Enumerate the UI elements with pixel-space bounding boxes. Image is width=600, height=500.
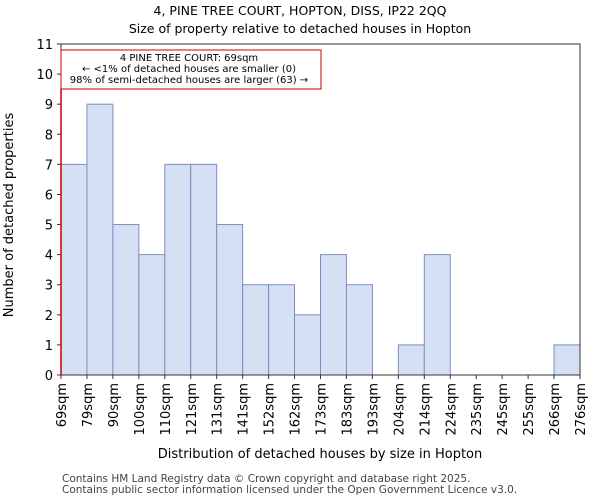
x-tick-label: 100sqm [133, 383, 148, 436]
annotation-box: 4 PINE TREE COURT: 69sqm ← <1% of detach… [60, 49, 322, 90]
annotation-line-2: ← <1% of detached houses are smaller (0) [82, 64, 296, 75]
footer-copyright: Contains HM Land Registry data © Crown c… [62, 473, 471, 485]
x-tick-label: 266sqm [548, 383, 563, 436]
x-tick-label: 79sqm [81, 383, 96, 427]
bar-110sqm [164, 163, 192, 376]
bar-214sqm [423, 254, 451, 376]
bar-173sqm [320, 254, 347, 376]
x-tick-label: 183sqm [340, 383, 355, 436]
y-tick-label: 9 [45, 98, 53, 113]
x-tick-label: 193sqm [366, 383, 381, 436]
bars-group [60, 103, 581, 376]
x-tick-label: 173sqm [315, 383, 330, 436]
bar-131sqm [216, 224, 244, 376]
x-tick-label: 162sqm [289, 383, 304, 436]
x-tick-label: 121sqm [185, 383, 200, 436]
footer-licence: Contains public sector information licen… [62, 484, 518, 496]
bar-121sqm [190, 163, 218, 376]
x-tick-label: 245sqm [496, 383, 511, 436]
y-tick-label: 5 [45, 219, 53, 234]
y-tick-label: 8 [45, 128, 53, 143]
bar-152sqm [268, 284, 296, 376]
x-axis-label: Distribution of detached houses by size … [158, 447, 483, 462]
annotation-line-3: 98% of semi-detached houses are larger (… [70, 75, 308, 86]
bar-183sqm [345, 284, 373, 376]
y-tick-label: 10 [36, 68, 53, 83]
y-tick-label: 2 [45, 309, 53, 324]
x-tick-label: 214sqm [418, 383, 433, 436]
x-tick-label: 255sqm [522, 383, 537, 436]
bar-204sqm [397, 344, 425, 376]
bar-162sqm [294, 314, 321, 376]
y-tick-label: 6 [45, 188, 53, 203]
y-tick-label: 1 [45, 339, 53, 354]
chart-subtitle: Size of property relative to detached ho… [129, 21, 471, 36]
x-tick-label: 141sqm [237, 383, 252, 436]
x-tick-label: 276sqm [574, 383, 589, 436]
x-tick-label: 204sqm [392, 383, 407, 436]
annotation-line-1: 4 PINE TREE COURT: 69sqm [120, 53, 258, 64]
y-tick-label: 4 [45, 249, 53, 264]
y-axis: 0 1 2 3 4 5 6 7 8 9 10 11 [36, 38, 61, 384]
x-tick-label: 224sqm [444, 383, 459, 436]
y-tick-label: 3 [45, 279, 53, 294]
bar-141sqm [242, 284, 270, 376]
bar-266sqm [553, 344, 581, 376]
bar-90sqm [112, 224, 140, 376]
bar-100sqm [138, 254, 166, 376]
y-tick-label: 0 [45, 369, 53, 384]
x-tick-label: 90sqm [107, 383, 122, 427]
y-tick-label: 11 [36, 38, 53, 53]
chart-title: 4, PINE TREE COURT, HOPTON, DISS, IP22 2… [154, 3, 447, 18]
x-tick-label: 69sqm [55, 383, 70, 427]
annotation-frame [60, 49, 322, 90]
x-tick-label: 235sqm [470, 383, 485, 436]
x-tick-label: 110sqm [159, 383, 174, 436]
y-tick-label: 7 [45, 158, 53, 173]
bar-69sqm [60, 163, 88, 376]
y-axis-label: Number of detached properties [2, 113, 17, 318]
x-axis: 69sqm 79sqm 90sqm 100sqm 110sqm 121sqm 131sqm 1… [55, 375, 589, 436]
bar-79sqm [86, 103, 114, 376]
x-tick-label: 131sqm [211, 383, 226, 436]
x-tick-label: 152sqm [263, 383, 278, 436]
